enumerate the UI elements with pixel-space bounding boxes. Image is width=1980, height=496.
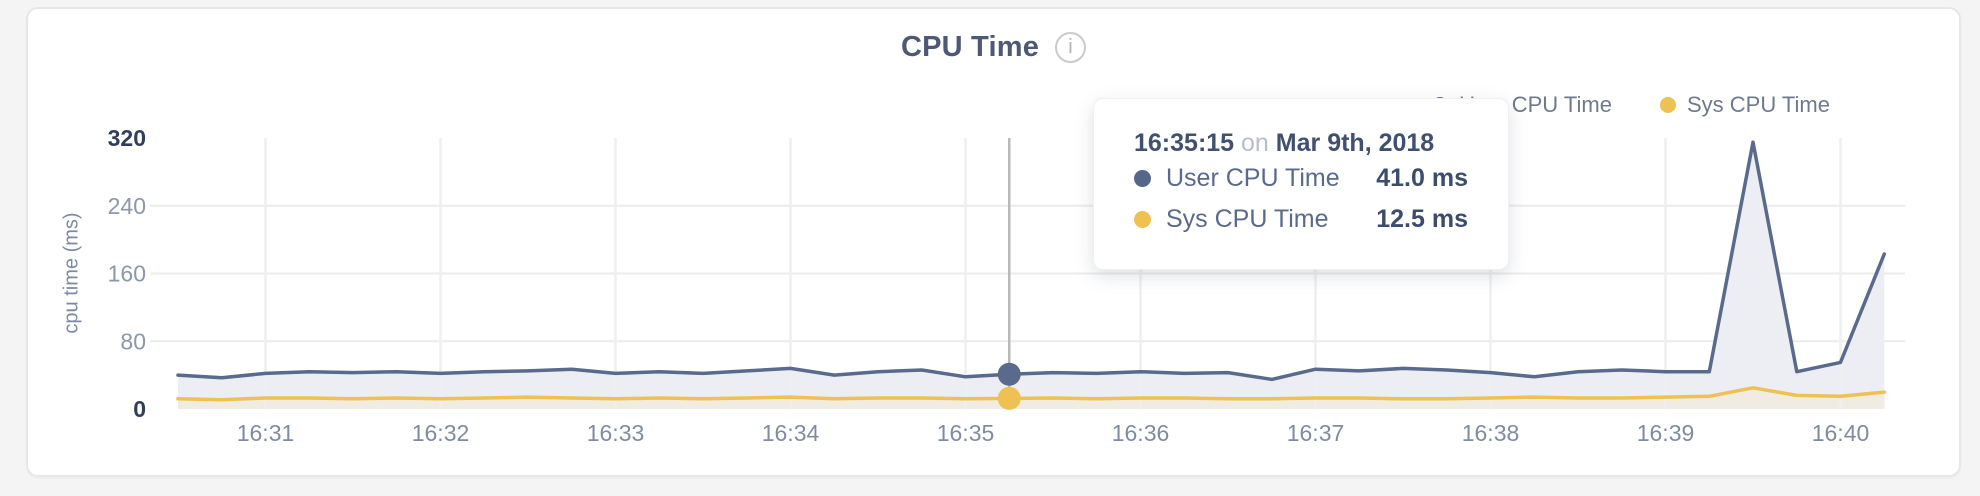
legend-item-sys-cpu[interactable]: Sys CPU Time	[1659, 92, 1830, 118]
tooltip-series-value: 41.0 ms	[1376, 164, 1468, 192]
chart-card	[26, 7, 1961, 477]
tooltip-row-sys-cpu: Sys CPU Time 12.5 ms	[1134, 199, 1468, 240]
chart-header: CPU Time i	[26, 28, 1961, 66]
tooltip-series-label: Sys CPU Time	[1166, 205, 1329, 233]
tooltip-time: 16:35:15	[1134, 129, 1235, 157]
sys-cpu-legend-dot	[1659, 97, 1676, 113]
tooltip-date: Mar 9th, 2018	[1275, 129, 1435, 157]
tooltip-connector: on	[1241, 129, 1269, 157]
chart-tooltip: 16:35:15 on Mar 9th, 2018 User CPU Time …	[1093, 98, 1509, 270]
tooltip-series-label: User CPU Time	[1166, 164, 1340, 192]
tooltip-row-user-cpu: User CPU Time 41.0 ms	[1134, 158, 1468, 199]
y-axis-title: cpu time (ms)	[60, 212, 83, 334]
info-icon[interactable]: i	[1055, 31, 1087, 63]
sys-cpu-dot-icon	[1134, 211, 1151, 228]
tooltip-series-value: 12.5 ms	[1376, 205, 1468, 233]
user-cpu-dot-icon	[1134, 170, 1151, 187]
page-title: CPU Time	[900, 30, 1040, 63]
legend-label: Sys CPU Time	[1686, 92, 1830, 117]
tooltip-timestamp: 16:35:15 on Mar 9th, 2018	[1134, 129, 1468, 158]
